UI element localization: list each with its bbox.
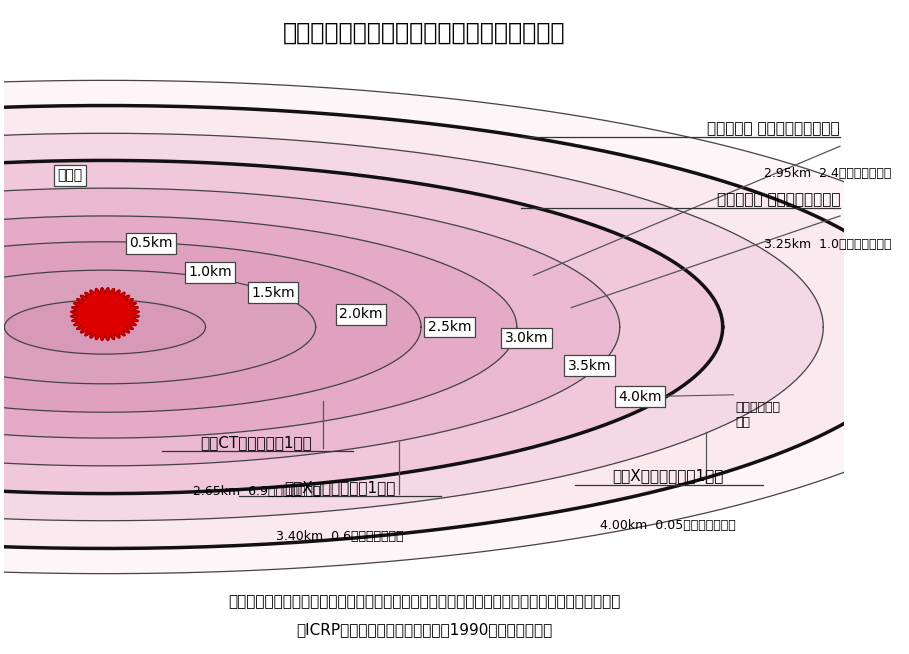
Text: 1.5km: 1.5km (251, 286, 295, 300)
Text: 胃のX線集団検診（1回）: 胃のX線集団検診（1回） (285, 480, 396, 495)
Text: 3.0km: 3.0km (505, 331, 548, 345)
Polygon shape (0, 216, 517, 438)
Polygon shape (0, 242, 421, 412)
Text: 胸のX線集団検診（1回）: 胸のX線集団検診（1回） (612, 468, 724, 483)
Text: 1.0km: 1.0km (188, 265, 232, 279)
Text: 放射線の線量と影響について（広島の場合）: 放射線の線量と影響について（広島の場合） (283, 20, 565, 44)
Text: 3.40km  0.6ミリシーベルト: 3.40km 0.6ミリシーベルト (276, 530, 404, 543)
Text: 2.5km: 2.5km (427, 320, 471, 334)
Polygon shape (0, 160, 723, 494)
Text: 4.00km  0.05ミリシーベルト: 4.00km 0.05ミリシーベルト (600, 519, 735, 532)
Polygon shape (5, 300, 205, 354)
Text: 爆心地: 爆心地 (57, 168, 82, 182)
Polygon shape (71, 288, 139, 341)
Text: 0.5km: 0.5km (129, 236, 173, 250)
Text: 2.65km  6.9ミリシーベルト: 2.65km 6.9ミリシーベルト (193, 485, 320, 498)
Text: 一般公衆の 線量限界（年間）: 一般公衆の 線量限界（年間） (716, 192, 840, 207)
Text: 一般公衆の線量限界（年間）：放射線従事者でない一般人が許容できるとされる被曝量（年間）: 一般公衆の線量限界（年間）：放射線従事者でない一般人が許容できるとされる被曝量（… (228, 594, 621, 609)
Text: 4.0km: 4.0km (618, 390, 662, 404)
Polygon shape (0, 80, 909, 574)
Text: 3.5km: 3.5km (568, 359, 612, 373)
Text: 2.95km  2.4ミリシーベルト: 2.95km 2.4ミリシーベルト (764, 167, 892, 180)
Polygon shape (0, 105, 909, 549)
Text: 世界平均の 自然放射線（年間）: 世界平均の 自然放射線（年間） (707, 122, 840, 137)
Text: 爆心地からの
距離: 爆心地からの 距離 (735, 402, 780, 429)
Polygon shape (0, 133, 824, 521)
Text: （ICRP（国際放射線防護委員会）1990年勧告による）: （ICRP（国際放射線防護委員会）1990年勧告による） (296, 622, 553, 637)
Text: 2.0km: 2.0km (339, 307, 383, 321)
Polygon shape (0, 188, 620, 466)
Text: 胸のCTスキャン（1回）: 胸のCTスキャン（1回） (200, 435, 312, 450)
Text: 3.25km  1.0ミリシーベルト: 3.25km 1.0ミリシーベルト (764, 238, 892, 251)
Polygon shape (0, 270, 315, 384)
